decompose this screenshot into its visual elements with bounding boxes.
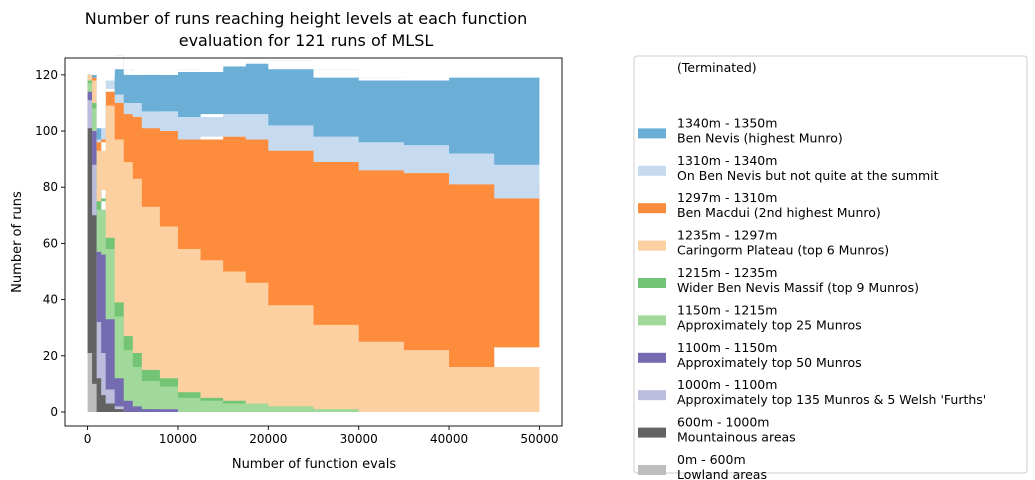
- legend-label-s1340: 1340m - 1350m: [677, 115, 777, 130]
- legend-frame: [633, 55, 1028, 474]
- legend-label-s1297: Ben Macdui (2nd highest Munro): [677, 205, 881, 220]
- axes: 0 10000 20000 30000 40000 50000 0 20 40 60 80 100 12…: [35, 57, 563, 446]
- legend-label-s1100: Approximately top 50 Munros: [677, 355, 862, 370]
- x-tick-label: 0: [84, 432, 92, 446]
- legend-swatch-s1150: [638, 315, 666, 326]
- y-tick-label: 60: [43, 236, 58, 250]
- y-tick-label: 80: [43, 180, 58, 194]
- legend-label-s1215: 1215m - 1235m: [677, 265, 777, 280]
- legend-label-s1340: Ben Nevis (highest Munro): [677, 130, 843, 145]
- x-axis-label: Number of function evals: [232, 457, 397, 472]
- x-tick-label: 40000: [430, 432, 468, 446]
- legend-swatch-s1297: [638, 203, 666, 214]
- y-tick-label: 0: [50, 405, 58, 419]
- plot-area: [87, 55, 540, 412]
- legend-label-s1215: Wider Ben Nevis Massif (top 9 Munros): [677, 280, 919, 295]
- legend-label-s0: Lowland areas: [677, 467, 767, 480]
- legend-swatch-s600: [638, 427, 666, 438]
- x-tick-label: 30000: [340, 432, 378, 446]
- legend-label-s0: 0m - 600m: [677, 452, 746, 467]
- legend-swatch-s1235: [638, 240, 666, 251]
- legend-entry-terminated: (Terminated): [638, 60, 757, 77]
- legend-swatch-terminated: [638, 67, 666, 77]
- y-tick-label: 100: [35, 124, 58, 138]
- area-s1235: [87, 74, 540, 412]
- area-s1297: [87, 74, 540, 368]
- legend-label-s1150: Approximately top 25 Munros: [677, 317, 862, 332]
- plot-frame: [64, 57, 563, 427]
- legend-swatch-s1215: [638, 278, 666, 288]
- legend-label-s1100: 1100m - 1150m: [677, 340, 777, 355]
- chart-title: Number of runs reaching height levels at…: [85, 9, 528, 50]
- x-tick-label: 20000: [249, 432, 287, 446]
- y-tick-label: 20: [43, 349, 58, 363]
- area-s1340: [87, 55, 540, 165]
- legend-label-s1000: 1000m - 1100m: [677, 377, 777, 392]
- legend-label-s600: Mountainous areas: [677, 430, 796, 445]
- legend-label-terminated: (Terminated): [677, 60, 757, 75]
- legend-swatch-s1340: [638, 128, 666, 139]
- legend-swatch-s0: [638, 465, 666, 475]
- y-tick-label: 120: [35, 68, 58, 82]
- area-s1150: [87, 74, 540, 412]
- area-terminated: [87, 55, 540, 129]
- legend-swatch-s1100: [638, 352, 666, 363]
- legend-swatch-s1000: [638, 390, 666, 401]
- chart-title-line-2: evaluation for 121 runs of MLSL: [179, 31, 434, 50]
- legend-label-s1310: 1310m - 1340m: [677, 153, 777, 168]
- y-tick-label: 40: [43, 293, 58, 307]
- chart-title-line-1: Number of runs reaching height levels at…: [85, 9, 528, 28]
- legend-label-s1000: Approximately top 135 Munros & 5 Welsh '…: [677, 392, 986, 407]
- legend-label-s600: 600m - 1000m: [677, 415, 769, 430]
- legend-label-s1297: 1297m - 1310m: [677, 190, 777, 205]
- x-tick-label: 50000: [520, 432, 558, 446]
- legend-label-s1310: On Ben Nevis but not quite at the summit: [677, 168, 939, 183]
- x-tick-label: 10000: [159, 432, 197, 446]
- legend-label-s1235: 1235m - 1297m: [677, 228, 777, 243]
- legend-swatch-s1310: [638, 165, 666, 176]
- legend-label-s1235: Caringorm Plateau (top 6 Munros): [677, 243, 889, 258]
- y-axis-label: Number of runs: [10, 191, 25, 293]
- legend-label-s1150: 1150m - 1215m: [677, 302, 777, 317]
